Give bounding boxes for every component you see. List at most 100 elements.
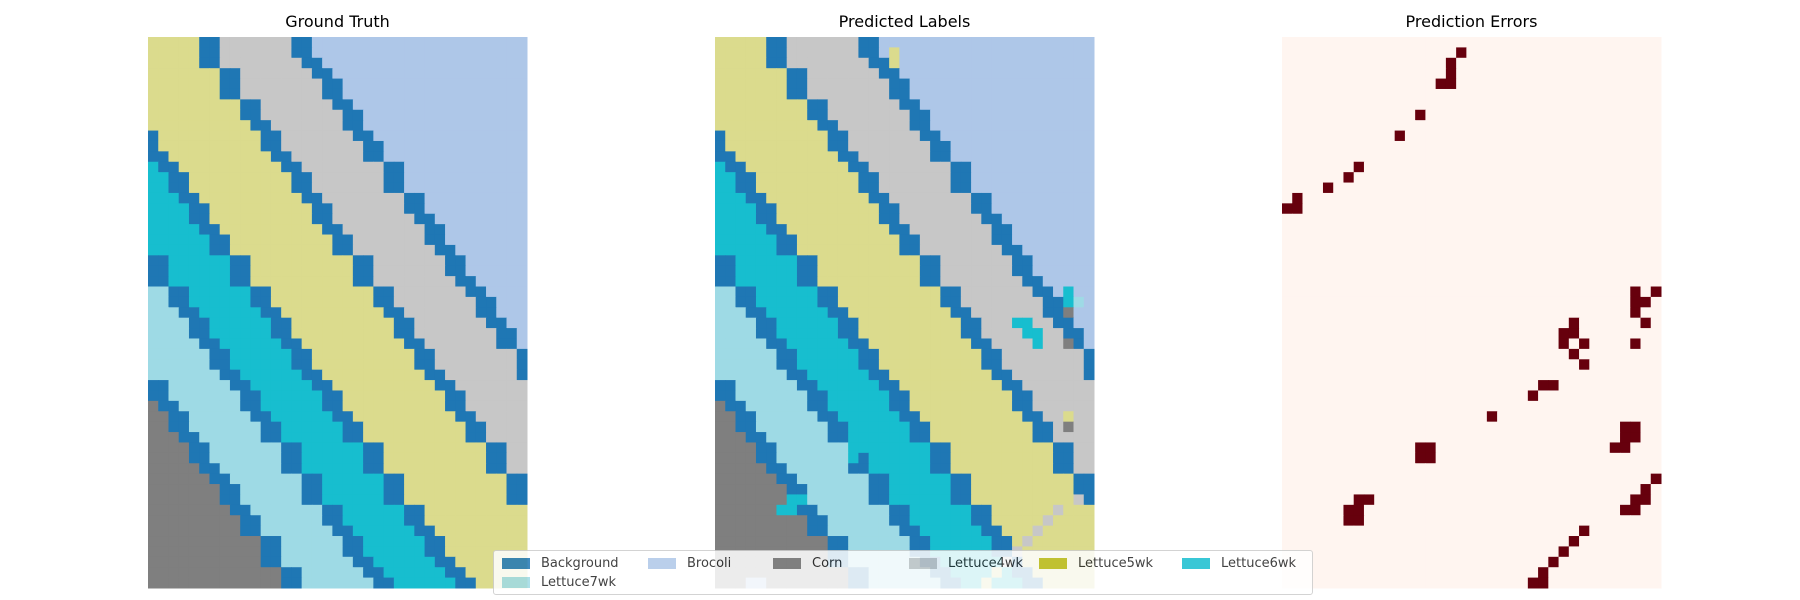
heatmap-cell (1322, 130, 1334, 142)
heatmap-cell (322, 452, 333, 464)
heatmap-cell (776, 224, 788, 236)
heatmap-cell (1032, 99, 1044, 111)
heatmap-cell (322, 369, 333, 381)
heatmap-cell (1507, 234, 1519, 246)
heatmap-cell (878, 296, 890, 308)
heatmap-cell (940, 88, 952, 100)
heatmap-cell (930, 276, 941, 288)
heatmap-cell (148, 192, 159, 204)
heatmap-cell (725, 442, 736, 454)
heatmap-cell (1012, 328, 1023, 339)
heatmap-cell (291, 99, 303, 111)
heatmap-cell (363, 400, 374, 412)
heatmap-cell (188, 265, 200, 277)
heatmap-cell (393, 390, 405, 402)
heatmap-cell (858, 213, 870, 225)
heatmap-cell (424, 504, 436, 516)
heatmap-cell (1609, 286, 1621, 298)
heatmap-cell (455, 317, 467, 329)
heatmap-cell (424, 473, 436, 485)
heatmap-cell (960, 234, 972, 246)
heatmap-cell (414, 338, 426, 350)
heatmap-cell (455, 78, 467, 90)
heatmap-cell (311, 78, 323, 90)
heatmap-cell (414, 442, 426, 454)
heatmap-cell (899, 88, 911, 100)
heatmap-cell (506, 47, 518, 59)
heatmap-cell (475, 203, 487, 215)
heatmap-cell (424, 88, 436, 100)
heatmap-cell (352, 265, 364, 277)
heatmap-cell (475, 328, 487, 339)
heatmap-cell (1589, 244, 1601, 256)
heatmap-cell (465, 400, 477, 412)
heatmap-cell (807, 47, 818, 59)
heatmap-cell (373, 192, 385, 204)
heatmap-cell (475, 390, 487, 402)
heatmap-cell (434, 37, 446, 48)
heatmap-cell (960, 348, 972, 360)
heatmap-cell (1083, 400, 1095, 412)
heatmap-cell (786, 473, 798, 485)
heatmap-cell (991, 120, 1003, 132)
heatmap-cell (1486, 120, 1498, 132)
heatmap-cell (229, 120, 241, 132)
heatmap-cell (363, 494, 374, 506)
heatmap-cell (311, 546, 323, 558)
heatmap-cell (1322, 109, 1334, 121)
heatmap-cell (363, 421, 374, 433)
heatmap-cell (786, 57, 798, 69)
heatmap-cell (1032, 286, 1044, 298)
heatmap-cell (858, 411, 870, 423)
heatmap-cell (209, 504, 221, 516)
heatmap-cell (991, 484, 1003, 495)
heatmap-cell (1073, 525, 1085, 537)
heatmap-cell (715, 421, 726, 433)
heatmap-cell (848, 192, 859, 204)
heatmap-cell (240, 317, 251, 329)
heatmap-cell (352, 504, 364, 516)
heatmap-cell (755, 37, 767, 48)
heatmap-cell (393, 88, 405, 100)
heatmap-cell (1292, 120, 1303, 132)
heatmap-cell (766, 296, 777, 308)
heatmap-cell (486, 567, 497, 579)
heatmap-cell (1497, 224, 1508, 236)
heatmap-cell (715, 255, 726, 267)
heatmap-cell (363, 567, 374, 579)
heatmap-cell (960, 78, 972, 90)
heatmap-cell (496, 37, 508, 48)
heatmap-cell (766, 88, 777, 100)
heatmap-cell (424, 380, 436, 391)
heatmap-cell (735, 380, 747, 391)
heatmap-cell (889, 296, 900, 308)
heatmap-cell (1022, 224, 1034, 236)
heatmap-cell (817, 536, 829, 547)
heatmap-cell (725, 265, 736, 277)
heatmap-cell (1527, 57, 1539, 69)
heatmap-cell (486, 182, 497, 194)
heatmap-cell (1394, 234, 1406, 246)
heatmap-cell (209, 265, 221, 277)
heatmap-cell (755, 317, 767, 329)
heatmap-cell (414, 296, 426, 308)
heatmap-cell (1032, 369, 1044, 381)
heatmap-cell (209, 536, 221, 547)
heatmap-cell (352, 172, 364, 184)
heatmap-cell (755, 88, 767, 100)
heatmap-cell (940, 536, 952, 547)
heatmap-cell (1022, 244, 1034, 256)
heatmap-cell (1538, 255, 1549, 267)
heatmap-cell (270, 536, 282, 547)
heatmap-cell (199, 161, 210, 173)
heatmap-cell (1053, 37, 1064, 48)
heatmap-cell (516, 536, 528, 547)
heatmap-cell (281, 536, 292, 547)
heatmap-cell (1012, 369, 1023, 381)
heatmap-cell (373, 390, 385, 402)
heatmap-cell (342, 515, 354, 527)
heatmap-cell (725, 411, 736, 423)
heatmap-cell (745, 421, 757, 433)
heatmap-cell (332, 182, 344, 194)
heatmap-cell (1568, 203, 1580, 215)
